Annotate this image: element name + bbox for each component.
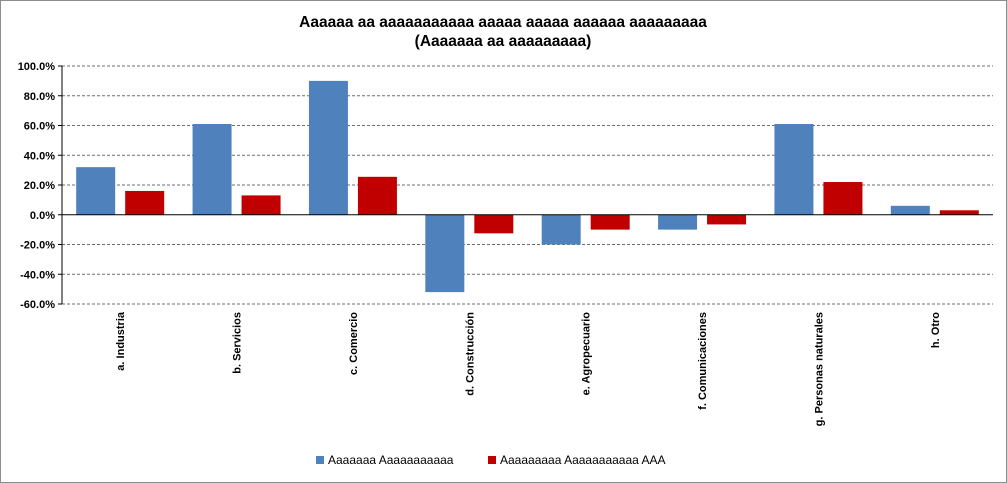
category-label: g. Personas naturales (813, 312, 825, 426)
y-tick-label: 40.0% (24, 150, 55, 162)
bar-series1 (425, 214, 465, 293)
category-label: e. Agropecuario (581, 312, 593, 396)
bar-series2 (823, 182, 863, 215)
legend-label: Aaaaaaa Aaaaaaaaaaa (328, 453, 454, 467)
bar-series1 (541, 214, 581, 245)
y-tick-label: 20.0% (24, 180, 55, 192)
bar-series2 (474, 214, 514, 234)
chart-title: Aaaaaa aa aaaaaaaaaaa aaaaa aaaaa aaaaaa… (299, 14, 707, 31)
legend-swatch (488, 456, 496, 464)
bar-series1 (192, 124, 232, 215)
category-labels: a. Industria b. Servicios c. Comercio d. Co… (115, 311, 942, 426)
category-label: b. Servicios (232, 312, 244, 374)
y-tick-label: -60.0% (20, 299, 55, 311)
bar-series2 (241, 195, 281, 215)
y-tick-label: 0.0% (30, 210, 55, 222)
bar-series1 (658, 214, 698, 230)
bar-series2 (125, 190, 165, 215)
bar-series1 (308, 80, 348, 215)
y-tick-label: -20.0% (20, 240, 55, 252)
category-label: f. Comunicaciones (697, 312, 709, 410)
bar-series2 (939, 210, 979, 215)
axes (61, 66, 993, 304)
bar-series2 (707, 214, 747, 225)
bar-series2 (357, 176, 397, 215)
legend-label: Aaaaaaaaa Aaaaaaaaaaa AAA (500, 453, 666, 467)
y-tick-label: 80.0% (24, 91, 55, 103)
legend: Aaaaaaa Aaaaaaaaaaa Aaaaaaaaa Aaaaaaaaaaa… (316, 453, 666, 467)
y-tick-label: 60.0% (24, 121, 55, 133)
category-label: d. Construcción (464, 312, 476, 396)
category-label: h. Otro (930, 312, 942, 348)
chart-subtitle: (Aaaaaaa aa aaaaaaaaa) (415, 33, 592, 50)
legend-swatch (316, 456, 324, 464)
y-tick-label: 100.0% (18, 61, 56, 73)
y-axis-ticks: 100.0% 80.0% 60.0% 40.0% 20.0% 0.0% -20.0% -40.… (18, 61, 62, 311)
bar-series1 (890, 205, 930, 215)
bar-series1 (76, 167, 116, 215)
y-tick-label: -40.0% (20, 269, 55, 281)
bar-series1 (774, 124, 814, 215)
category-label: c. Comercio (348, 312, 360, 375)
bars (76, 80, 979, 293)
bar-series2 (590, 214, 630, 230)
category-label: a. Industria (115, 311, 127, 371)
